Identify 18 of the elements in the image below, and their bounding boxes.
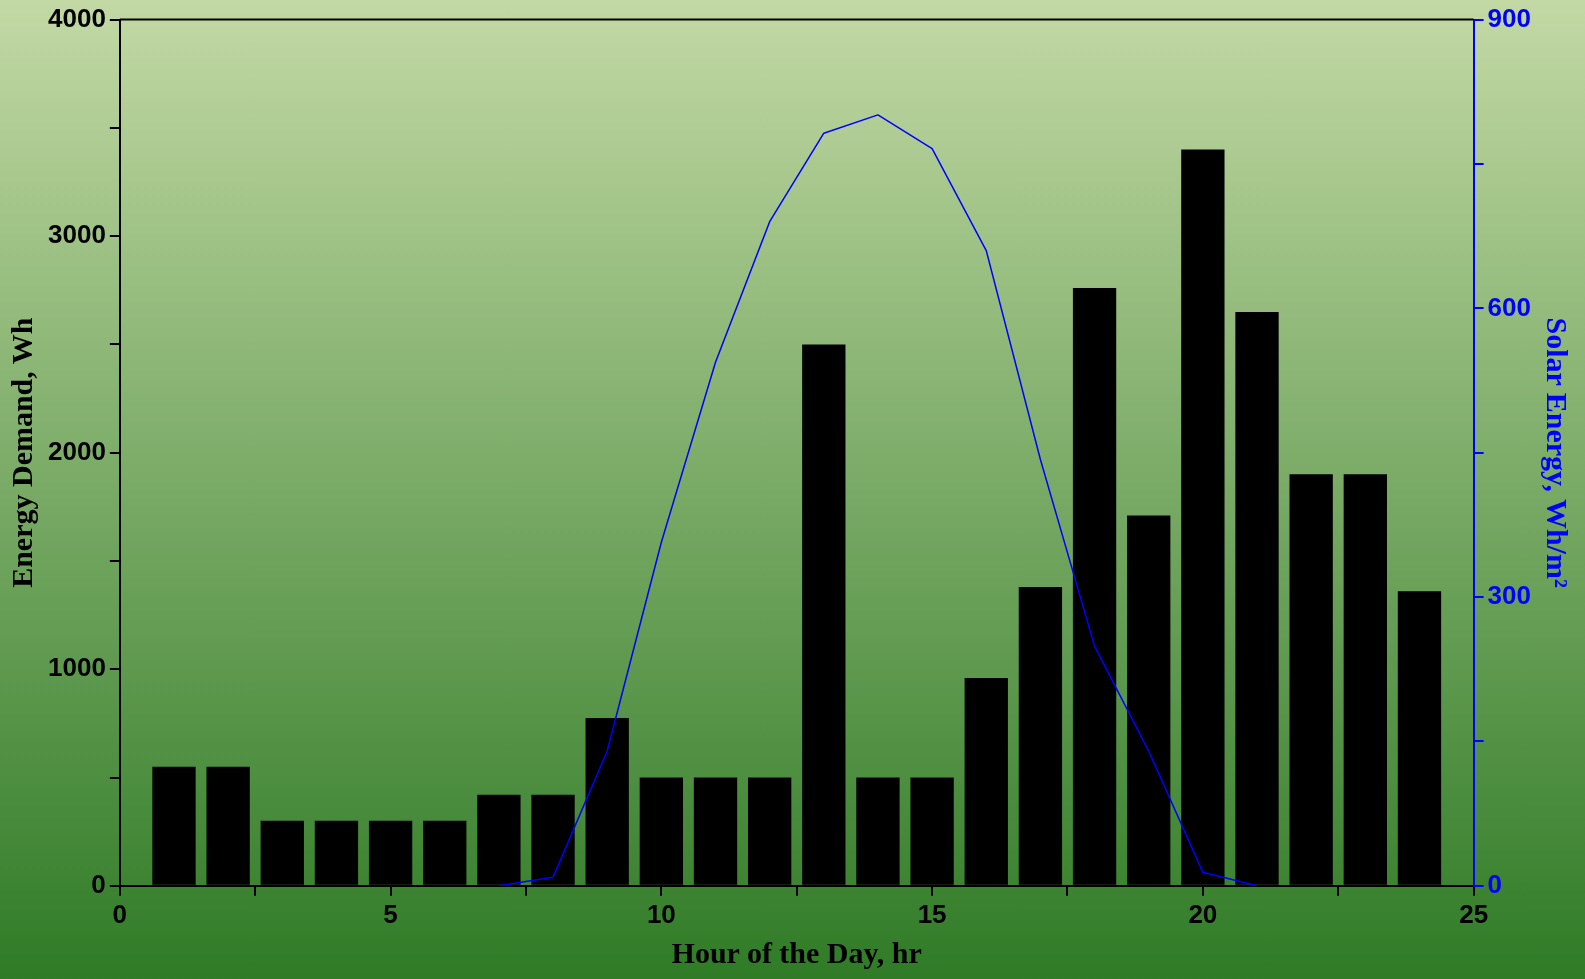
x-tick-label: 5 (383, 898, 398, 929)
y2-tick-label: 900 (1487, 2, 1532, 33)
x-tick-label: 0 (112, 898, 128, 929)
x-tick-label: 20 (1188, 898, 1218, 929)
y-tick-label: 1000 (48, 652, 106, 683)
x-axis-title: Hour of the Day, hr (671, 935, 922, 969)
y2-tick-label: 0 (1487, 868, 1503, 899)
y2-tick-label: 300 (1487, 580, 1532, 611)
y2-tick-label: 600 (1487, 291, 1532, 322)
x-tick-label: 25 (1459, 898, 1489, 929)
y-tick-label: 3000 (48, 219, 106, 250)
x-tick-label: 15 (917, 898, 947, 929)
y-tick-label: 2000 (48, 435, 106, 466)
x-tick-label: 10 (646, 898, 676, 929)
y2-axis-title: Solar Energy, Wh/m² (1541, 317, 1575, 588)
y-tick-label: 4000 (48, 2, 106, 33)
y-axis-title: Energy Demand, Wh (4, 317, 38, 588)
y-tick-label: 0 (91, 868, 106, 899)
